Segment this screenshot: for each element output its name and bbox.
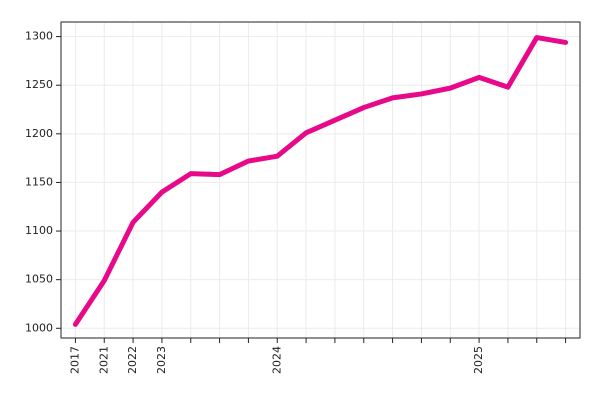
y-tick-label: 1200 xyxy=(25,127,53,140)
x-tick-label: 2021 xyxy=(97,346,110,374)
y-tick-label: 1150 xyxy=(25,175,53,188)
x-tick-label: 2017 xyxy=(68,346,81,374)
y-tick-label: 1050 xyxy=(25,273,53,286)
y-tick-label: 1300 xyxy=(25,30,53,43)
y-tick-label: 1250 xyxy=(25,78,53,91)
x-tick-label: 2024 xyxy=(270,346,283,374)
line xyxy=(72,35,569,327)
x-tick-label: 2025 xyxy=(472,346,485,374)
x-tick-label: 2022 xyxy=(126,346,139,374)
y-tick-label: 1000 xyxy=(25,321,53,334)
plot-frame xyxy=(60,21,581,339)
y-tick-label: 1100 xyxy=(25,224,53,237)
x-tick-label: 2023 xyxy=(155,346,168,374)
